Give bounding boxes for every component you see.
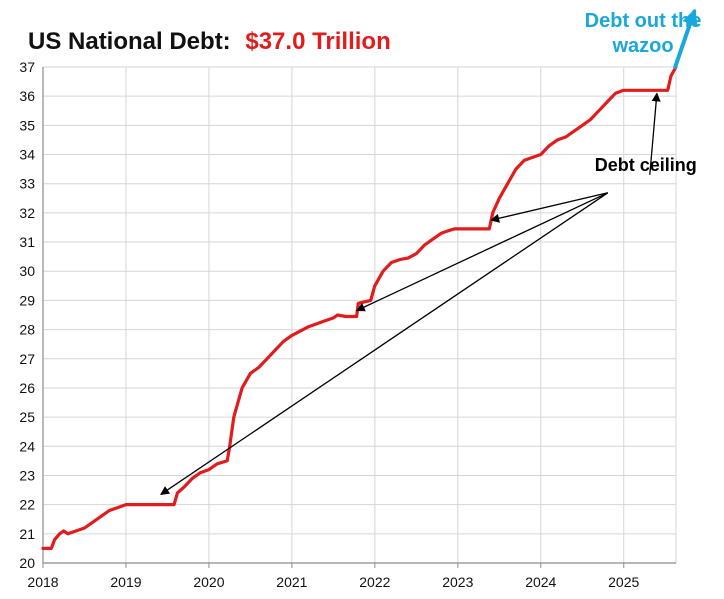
chart-title-value: $37.0 Trillion [245,28,390,55]
axes [42,67,676,568]
x-tick-2022: 2022 [359,574,390,590]
y-tick-28: 28 [19,322,35,338]
chart-title: US National Debt: $37.0 Trillion [28,28,391,55]
y-tick-36: 36 [19,88,35,104]
y-tick-34: 34 [19,147,35,163]
wazoo-label-line-2: wazoo [611,35,673,57]
annotations: Debt ceiling Debt out the wazoo [160,8,702,495]
gridlines [42,66,677,564]
x-tick-2019: 2019 [110,574,141,590]
x-tick-2025: 2025 [608,574,639,590]
y-tick-35: 35 [19,117,35,133]
y-tick-29: 29 [19,292,35,308]
y-tick-30: 30 [19,263,35,279]
debt-series-line [41,65,678,550]
y-tick-31: 31 [19,234,35,250]
x-tick-2021: 2021 [276,574,307,590]
y-tick-23: 23 [19,467,35,483]
debt-ceiling-arrow-2 [355,192,609,312]
y-tick-37: 37 [19,59,35,75]
x-tick-2018: 2018 [27,574,58,590]
debt-ceiling-label: Debt ceiling [595,155,697,175]
wazoo-label-line-1: Debt out the [585,10,702,32]
y-tick-22: 22 [19,497,35,513]
x-axis-tick-labels: 2018 2019 2020 2021 2022 2023 2024 2025 [27,574,639,590]
x-tick-2023: 2023 [442,574,473,590]
y-tick-33: 33 [19,176,35,192]
y-tick-27: 27 [19,351,35,367]
x-tick-2024: 2024 [525,574,556,590]
debt-ceiling-arrow-3 [490,192,608,223]
x-tick-2020: 2020 [193,574,224,590]
y-axis-tick-labels: 20 21 22 23 24 25 26 27 28 29 30 31 32 33 34 35 36 37 [19,59,35,571]
y-tick-20: 20 [19,555,35,571]
y-tick-24: 24 [19,438,35,454]
y-tick-25: 25 [19,409,35,425]
debt-ceiling-arrow-1 [160,192,609,495]
wazoo-arrow [673,8,698,69]
chart-title-label: US National Debt: [28,28,231,55]
y-tick-21: 21 [19,526,35,542]
plot-area [41,65,678,550]
y-tick-26: 26 [19,380,35,396]
debt-ceiling-arrow-4 [649,92,661,175]
y-tick-32: 32 [19,205,35,221]
